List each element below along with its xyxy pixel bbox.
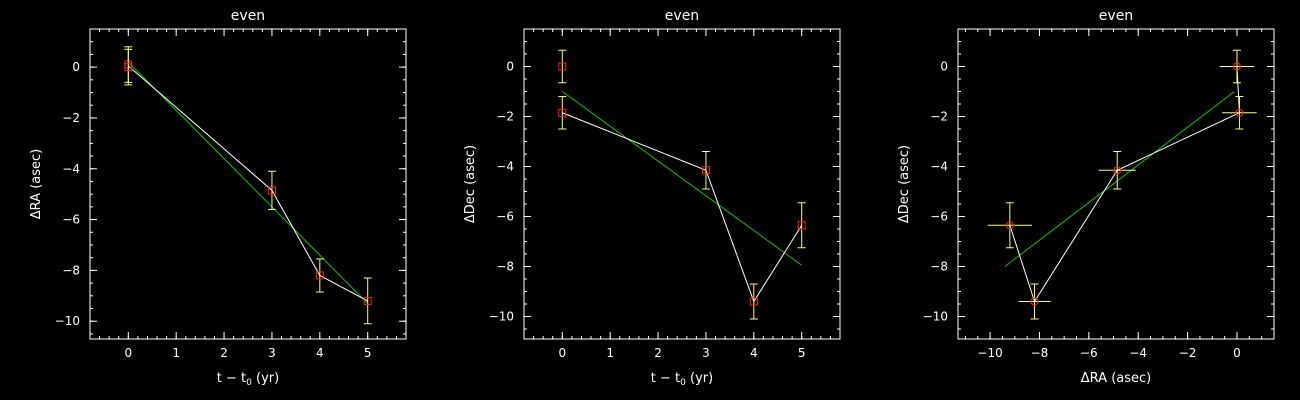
chart-2-xtick-label: 5 xyxy=(798,346,806,360)
chart-2-ytick-label: −2 xyxy=(496,110,514,124)
chart-2-ylabel: ΔDec (asec) xyxy=(463,145,478,223)
chart-2-data-point xyxy=(558,62,567,71)
chart-1-data-point xyxy=(267,186,276,195)
chart-2-xtick-label: 0 xyxy=(558,346,566,360)
chart-1-xlabel: t − t0 (yr) xyxy=(217,371,279,388)
chart-3-ytick-label: −4 xyxy=(930,160,948,174)
chart-2-data-point xyxy=(749,297,758,306)
chart-2-data-point xyxy=(797,221,806,230)
chart-2-ytick-label: −4 xyxy=(496,160,514,174)
chart-1-data-point xyxy=(124,63,133,72)
chart-3-xtick-label: 0 xyxy=(1233,346,1241,360)
chart-1-ylabel: ΔRA (asec) xyxy=(29,149,44,219)
chart-1-fit-line xyxy=(127,61,369,304)
chart-1-xtick-label: 1 xyxy=(172,346,180,360)
chart-2-ytick-label: 0 xyxy=(506,60,514,74)
chart-2-ytick-label: −10 xyxy=(489,310,514,324)
chart-1-axes-frame xyxy=(89,28,407,340)
chart-3-xtick-label: −8 xyxy=(1031,346,1049,360)
chart-3-ytick-label: 0 xyxy=(940,60,948,74)
chart-1-xtick-label: 5 xyxy=(364,346,372,360)
chart-1-ytick-label: −4 xyxy=(62,162,80,176)
chart-3-data-point xyxy=(1030,297,1039,306)
chart-3-ytick-label: −2 xyxy=(930,110,948,124)
chart-2-data-point xyxy=(558,108,567,117)
chart-1-xtick-label: 4 xyxy=(316,346,324,360)
chart-2-axes-frame xyxy=(523,28,841,340)
chart-1-xtick-label: 2 xyxy=(220,346,228,360)
chart-1-xtick-label: 0 xyxy=(124,346,132,360)
chart-2-ytick-label: −8 xyxy=(496,260,514,274)
chart-1-ytick-label: 0 xyxy=(72,60,80,74)
chart-1: 0 1 2 3 4 5 0 −2 −4 −6 −8 −10 even t − t0 (yr) ΔRA (as… xyxy=(29,8,407,388)
chart-3-xlabel: ΔRA (asec) xyxy=(1081,371,1151,386)
chart-1-ytick-label: −2 xyxy=(62,111,80,125)
chart-3-fit-line xyxy=(1004,91,1235,267)
chart-1-ytick-label: −6 xyxy=(62,213,80,227)
chart-3-data-point xyxy=(1005,221,1014,230)
chart-3-ytick-label: −6 xyxy=(930,210,948,224)
chart-3-ylabel: ΔDec (asec) xyxy=(897,145,912,223)
chart-3-data-point xyxy=(1235,108,1244,117)
chart-3-xtick-label: −2 xyxy=(1179,346,1197,360)
chart-3: −10 −8 −6 −4 −2 0 0 −2 −4 −6 −8 −10 even ΔRA (asec) ΔD… xyxy=(897,8,1275,386)
chart-2-xtick-label: 4 xyxy=(750,346,758,360)
chart-2-xlabel: t − t0 (yr) xyxy=(651,371,713,388)
chart-3-ytick-label: −10 xyxy=(923,310,948,324)
chart-3-series-line xyxy=(1009,66,1240,303)
chart-2: 0 1 2 3 4 5 0 −2 −4 −6 −8 −10 even t − t0 (yr) ΔDec (a… xyxy=(463,8,841,388)
chart-3-data-point xyxy=(1232,62,1241,71)
chart-2-fit-line xyxy=(562,91,802,266)
chart-3-title: even xyxy=(1099,8,1133,24)
chart-1-data-point xyxy=(363,296,372,305)
chart-2-title: even xyxy=(665,8,699,24)
chart-2-xtick-label: 2 xyxy=(654,346,662,360)
chart-3-data-point xyxy=(1113,166,1122,175)
chart-3-axes-frame xyxy=(957,28,1275,340)
chart-3-ytick-label: −8 xyxy=(930,260,948,274)
chart-2-data-point xyxy=(701,166,710,175)
chart-2-ytick-label: −6 xyxy=(496,210,514,224)
chart-1-series-line xyxy=(127,65,368,302)
chart-2-xtick-label: 1 xyxy=(606,346,614,360)
chart-2-series-line xyxy=(562,112,803,303)
chart-2-xtick-label: 3 xyxy=(702,346,710,360)
chart-1-ytick-label: −10 xyxy=(55,314,80,328)
chart-3-xtick-label: −6 xyxy=(1080,346,1098,360)
chart-1-ytick-label: −8 xyxy=(62,263,80,277)
chart-3-xtick-label: −4 xyxy=(1129,346,1147,360)
chart-1-xtick-label: 3 xyxy=(268,346,276,360)
chart-1-data-point xyxy=(315,271,324,280)
chart-1-title: even xyxy=(231,8,265,24)
chart-3-xtick-label: −10 xyxy=(977,346,1002,360)
